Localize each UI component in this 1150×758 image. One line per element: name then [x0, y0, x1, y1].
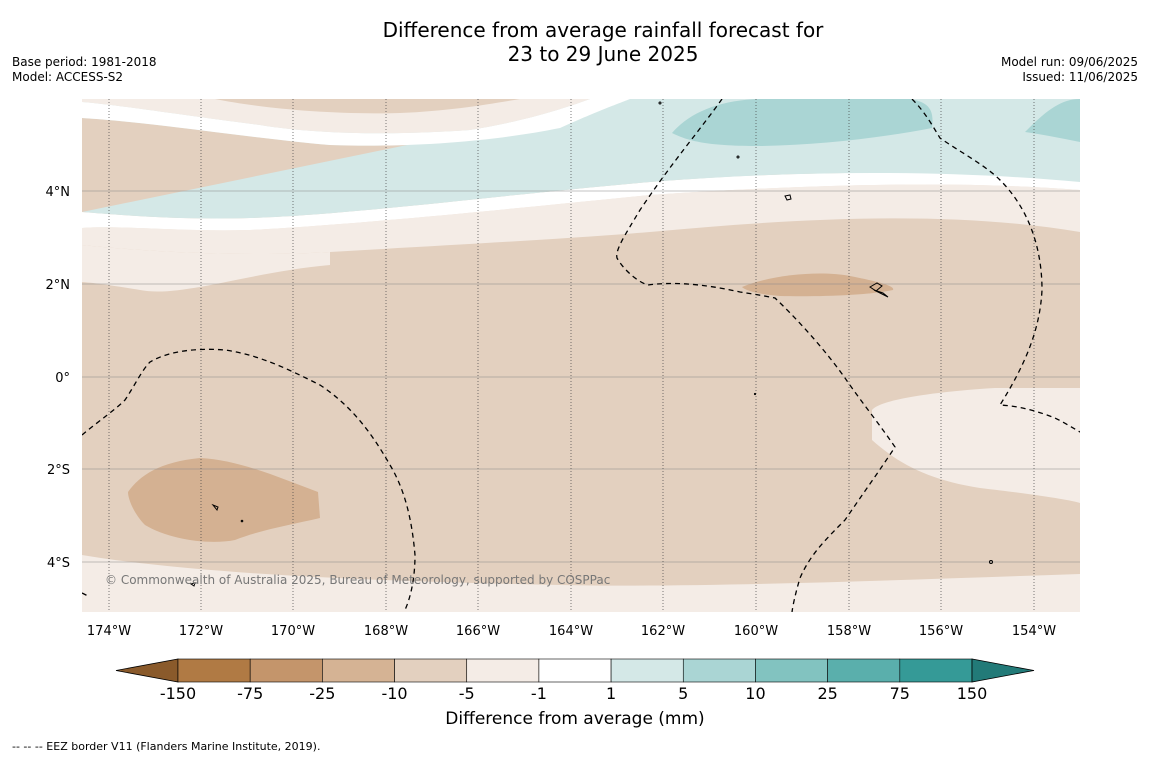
region-brown-north [215, 99, 520, 114]
colorbar-title: Difference from average (mm) [445, 709, 705, 729]
map-plot-area: © Commonwealth of Australia 2025, Bureau… [82, 99, 1080, 612]
region-blue-patch-1 [672, 99, 933, 146]
lon-label: 172°W [179, 624, 223, 639]
colorbar-tick-label: 75 [890, 684, 910, 703]
lat-label: 2°N [46, 278, 71, 293]
region-light-brown-2n [82, 245, 330, 292]
lon-label: 158°W [827, 624, 871, 639]
colorbar-segment [610, 658, 684, 683]
lon-label: 160°W [734, 624, 778, 639]
lon-label: 162°W [641, 624, 685, 639]
lon-label: 170°W [271, 624, 315, 639]
colorbar-segment [466, 658, 540, 683]
region-light-brown-north-mid [82, 184, 1080, 255]
eez-borders [82, 99, 1080, 612]
region-white-north-mid [82, 172, 1080, 231]
region-blue-patch-2 [1025, 99, 1080, 142]
colorbar-segment [177, 658, 251, 683]
issued-date: Issued: 11/06/2025 [1022, 70, 1138, 84]
lat-label: 4°N [46, 185, 71, 200]
model-run: Model run: 09/06/2025 [1000, 55, 1138, 69]
colorbar-tick-label: -150 [160, 684, 196, 703]
colorbar-segment [682, 658, 756, 683]
colorbar-tick-label: 150 [957, 684, 988, 703]
colorbar-segment [322, 658, 395, 683]
colorbar-extend-high [971, 658, 1035, 683]
colorbar-tick-label: -75 [237, 684, 263, 703]
lat-label: 2°S [47, 463, 70, 478]
lon-label: 166°W [456, 624, 500, 639]
colorbar-tick-label: -10 [381, 684, 407, 703]
lon-label: 168°W [364, 624, 408, 639]
region-light-brown-east [872, 388, 1080, 503]
colorbar: -150 -75 -25 -10 -5 -1 1 5 10 25 75 150 [115, 658, 1035, 703]
islands [189, 101, 993, 587]
eez-footnote: -- -- -- EEZ border V11 (Flanders Marine… [12, 740, 321, 753]
lat-label: 4°S [47, 556, 70, 571]
region-light-brown-south [82, 555, 1080, 612]
colorbar-tick-label: -5 [459, 684, 475, 703]
title-line-2: 23 to 29 June 2025 [507, 42, 699, 66]
lat-grid [82, 190, 1080, 563]
colorbar-tick-label: 5 [678, 684, 688, 703]
colorbar-tick-label: -25 [309, 684, 335, 703]
colorbar-tick-label: 25 [817, 684, 837, 703]
meta-right: Model run: 09/06/2025 Issued: 11/06/2025 [1001, 55, 1138, 85]
colorbar-tick-label: 1 [606, 684, 616, 703]
colorbar-segment [899, 658, 973, 683]
colorbar-segment [249, 658, 323, 683]
region-mid-brown-east [742, 273, 894, 297]
map-title: Difference from average rainfall forecas… [0, 18, 1150, 66]
region-white-north [82, 99, 630, 146]
colorbar-tick-label: -1 [531, 684, 547, 703]
meta-left: Base period: 1981-2018 Model: ACCESS-S2 [12, 55, 157, 85]
lon-label: 156°W [919, 624, 963, 639]
title-line-1: Difference from average rainfall forecas… [382, 18, 824, 42]
colorbar-extend-low [115, 658, 179, 683]
colorbar-segment [827, 658, 901, 683]
region-mid-brown-west [128, 458, 320, 542]
lon-label: 174°W [87, 624, 131, 639]
colorbar-segment [394, 658, 468, 683]
lat-labels: 4°N 2°N 0° 2°S 4°S [46, 185, 71, 571]
lon-labels: 174°W 172°W 170°W 168°W 166°W 164°W 162°… [87, 624, 1056, 639]
lat-label: 0° [55, 371, 70, 386]
colorbar-segment [755, 658, 828, 683]
lon-label: 164°W [549, 624, 593, 639]
colorbar-segment [538, 658, 612, 683]
model-name: Model: ACCESS-S2 [12, 70, 124, 84]
colorbar-tick-label: 10 [745, 684, 765, 703]
lon-label: 154°W [1012, 624, 1056, 639]
base-period: Base period: 1981-2018 [12, 55, 157, 69]
copyright-text: © Commonwealth of Australia 2025, Bureau… [105, 573, 610, 587]
